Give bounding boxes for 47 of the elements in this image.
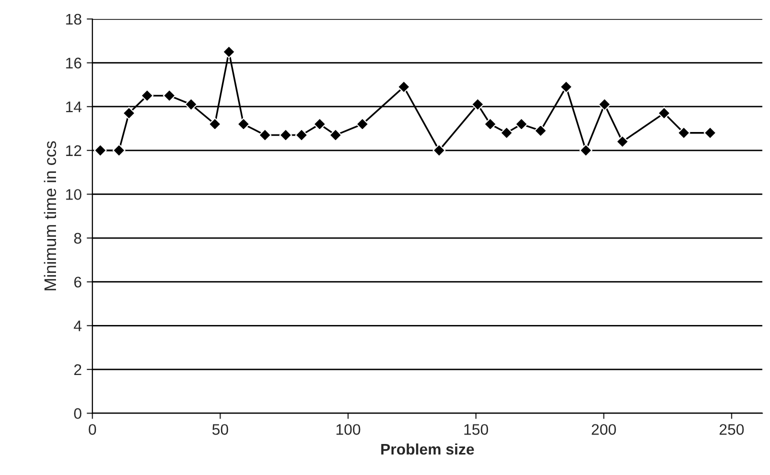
point bbox=[397, 80, 410, 94]
point bbox=[162, 89, 176, 102]
point bbox=[208, 118, 222, 131]
point bbox=[515, 118, 528, 131]
point bbox=[579, 144, 592, 157]
point bbox=[704, 126, 717, 140]
point bbox=[237, 118, 250, 131]
point bbox=[258, 128, 272, 142]
y-tick-label: 0 bbox=[74, 408, 82, 419]
x-tick-label: 150 bbox=[464, 424, 488, 435]
point bbox=[356, 118, 369, 131]
point bbox=[140, 89, 154, 102]
y-tick-label: 18 bbox=[66, 14, 82, 25]
point bbox=[295, 128, 308, 142]
y-tick-label: 6 bbox=[74, 276, 82, 288]
x-tick-label: 0 bbox=[88, 424, 96, 435]
point bbox=[598, 98, 611, 111]
point bbox=[484, 118, 497, 131]
point bbox=[560, 80, 573, 94]
y-tick-label: 14 bbox=[66, 102, 82, 112]
point bbox=[534, 124, 548, 138]
point bbox=[329, 128, 342, 142]
y-axis-title: Minimum time in ccs bbox=[44, 141, 56, 290]
point bbox=[313, 118, 326, 131]
x-tick-label: 50 bbox=[212, 424, 228, 435]
y-tick-label: 2 bbox=[74, 364, 82, 375]
point bbox=[500, 126, 514, 140]
point bbox=[122, 106, 136, 120]
point bbox=[658, 106, 671, 120]
point bbox=[279, 128, 292, 142]
x-axis-title: Problem size bbox=[381, 443, 474, 455]
y-tick-label: 10 bbox=[66, 189, 82, 200]
x-tick-label: 200 bbox=[592, 424, 616, 435]
y-tick-label: 4 bbox=[74, 320, 82, 332]
x-tick-label: 250 bbox=[720, 424, 744, 435]
point bbox=[94, 144, 107, 157]
point bbox=[677, 126, 690, 140]
point bbox=[471, 98, 484, 111]
point bbox=[112, 144, 126, 157]
y-tick-label: 12 bbox=[66, 145, 82, 156]
point bbox=[432, 144, 446, 157]
point bbox=[184, 98, 198, 111]
y-tick-label: 16 bbox=[66, 58, 82, 68]
x-tick-label: 100 bbox=[336, 424, 360, 435]
point bbox=[616, 135, 629, 148]
y-tick-label: 8 bbox=[74, 232, 82, 244]
point bbox=[222, 45, 236, 58]
